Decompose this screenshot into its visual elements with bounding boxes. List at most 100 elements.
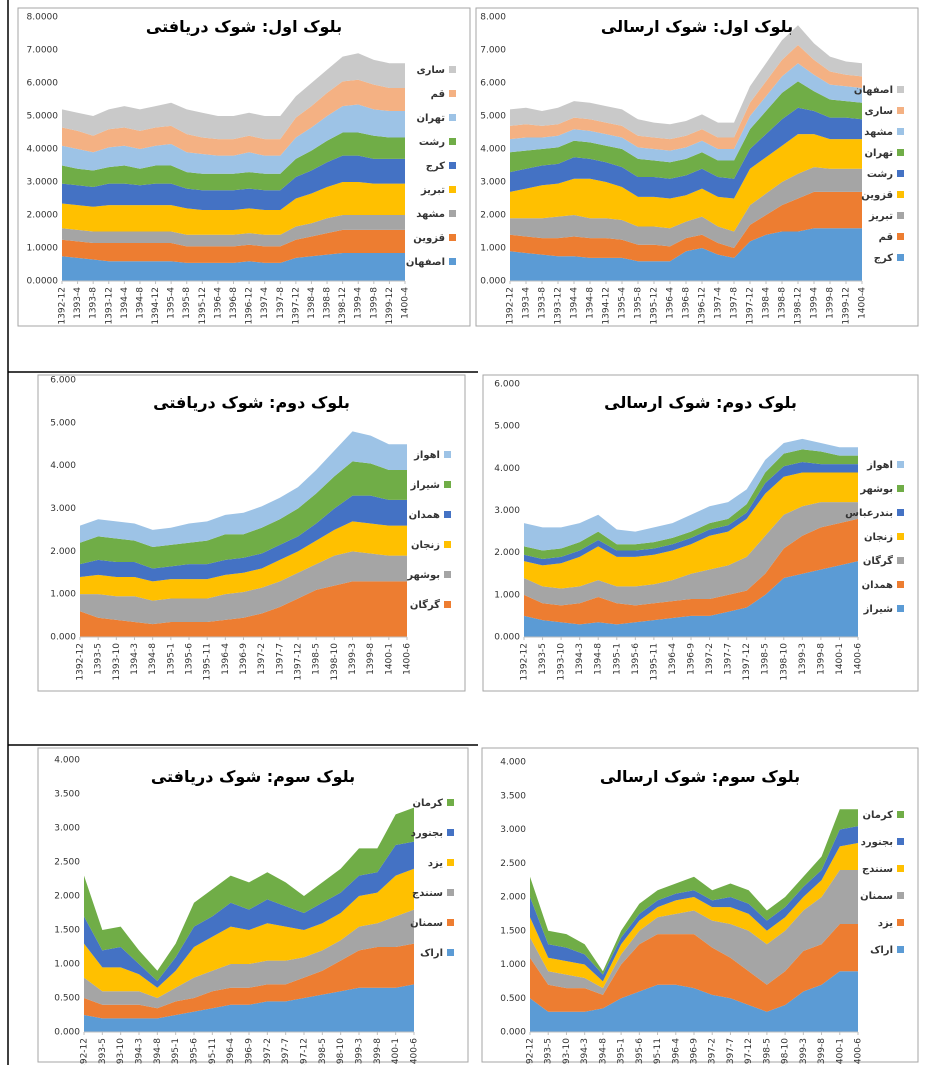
x-tick-label: 1395-6 — [631, 643, 641, 675]
x-tick-label: 1394-8 — [586, 287, 596, 319]
area-series — [62, 252, 405, 281]
area-series — [510, 107, 862, 199]
area-series — [80, 461, 407, 569]
x-tick-label: 1399-8 — [369, 287, 379, 319]
legend-swatch — [897, 149, 904, 156]
legend-label: تهران — [864, 148, 893, 159]
y-tick-label: 6.0000 — [27, 79, 59, 89]
legend-swatch — [897, 485, 904, 492]
y-tick-label: 6.000 — [494, 380, 520, 390]
x-tick-label: 1394-8 — [153, 1038, 163, 1065]
legend-swatch — [897, 811, 904, 818]
area-series — [84, 943, 414, 1019]
y-tick-label: 8.0000 — [27, 13, 59, 23]
area-series — [510, 228, 862, 281]
legend-label: یزد — [428, 858, 443, 869]
legend-swatch — [449, 258, 456, 265]
x-tick-label: 1397-7 — [726, 1038, 736, 1065]
chart-title: بلوک اول: شوک ارسالی — [601, 17, 793, 36]
legend-label: کرج — [426, 161, 445, 172]
y-tick-label: 1.000 — [480, 244, 506, 254]
legend-label: بوشهر — [406, 570, 440, 581]
x-tick-label: 1397-7 — [275, 643, 285, 675]
legend-swatch — [444, 601, 451, 608]
y-tick-label: 6.000 — [480, 79, 506, 89]
legend-swatch — [447, 919, 454, 926]
area-series — [524, 502, 858, 606]
x-tick-label: 1400-1 — [384, 643, 394, 675]
legend-swatch — [449, 114, 456, 121]
x-tick-label: 1394-8 — [148, 643, 158, 675]
y-tick-label: 3.000 — [54, 824, 80, 834]
x-tick-label: 1396-4 — [226, 1038, 236, 1065]
y-tick-label: 1.000 — [50, 590, 76, 600]
x-tick-label: 1400-4 — [401, 287, 411, 319]
chart-panel: 1392-12 1393-5 1393-10 1394-3 1394-8 1395-1 13… — [482, 374, 919, 692]
legend-swatch — [897, 86, 904, 93]
area-series — [524, 472, 858, 589]
x-tick-label: 1395-11 — [653, 1038, 663, 1065]
legend-swatch — [897, 191, 904, 198]
x-tick-label: 1398-5 — [312, 643, 322, 675]
x-tick-label: 1399-8 — [366, 643, 376, 675]
y-tick-label: 3.000 — [480, 178, 506, 188]
legend-swatch — [897, 509, 904, 516]
x-tick-label: 1400-1 — [391, 1038, 401, 1065]
x-tick-label: 1398-5 — [762, 1038, 772, 1065]
chart-panel: 1392-12 1393-5 1393-10 1394-3 1394-8 1395-1 13… — [37, 747, 469, 1065]
x-tick-label: 1400-6 — [410, 1038, 420, 1065]
x-tick-label: 1399-3 — [348, 643, 358, 675]
legend-swatch — [444, 541, 451, 548]
legend-swatch — [449, 234, 456, 241]
legend-swatch — [444, 571, 451, 578]
x-tick-label: 1395-8 — [634, 287, 644, 319]
area-series — [80, 551, 407, 625]
x-tick-label: 1397-2 — [257, 643, 267, 675]
x-tick-label: 1393-4 — [522, 287, 532, 319]
legend-swatch — [897, 170, 904, 177]
x-tick-label: 1395-1 — [171, 1038, 181, 1065]
x-tick-label: 1395-1 — [166, 643, 176, 675]
x-tick-label: 1394-12 — [602, 287, 612, 325]
x-tick-label: 1394-3 — [135, 1038, 145, 1065]
x-tick-label: 1395-8 — [182, 287, 192, 319]
legend-label: یزد — [878, 918, 893, 929]
x-tick-label: 1396-9 — [690, 1038, 700, 1065]
area-series — [62, 155, 405, 211]
x-tick-label: 1394-4 — [570, 287, 580, 319]
y-tick-label: 2.500 — [54, 858, 80, 868]
legend-swatch — [897, 128, 904, 135]
y-tick-label: 3.0000 — [27, 178, 59, 188]
area-series — [510, 81, 862, 179]
legend-label: شیراز — [410, 480, 440, 491]
y-tick-label: 1.0000 — [27, 244, 59, 254]
legend-label: سمنان — [860, 891, 893, 902]
legend-label: رشت — [867, 169, 893, 180]
x-tick-label: 1396-12 — [245, 287, 255, 325]
x-tick-label: 1392-12 — [520, 643, 530, 681]
legend-swatch — [444, 451, 451, 458]
x-tick-label: 1396-9 — [687, 643, 697, 675]
y-tick-label: 8.000 — [480, 13, 506, 23]
y-tick-label: 4.000 — [480, 145, 506, 155]
x-tick-label: 1399-8 — [817, 1038, 827, 1065]
legend-swatch — [449, 210, 456, 217]
x-tick-label: 1397-12 — [742, 643, 752, 681]
legend-label: قزوین — [861, 190, 893, 201]
area-series — [84, 841, 414, 988]
y-tick-label: 0.000 — [54, 1028, 80, 1038]
x-tick-label: 1394-12 — [151, 287, 161, 325]
legend-label: اصفهان — [854, 85, 893, 96]
y-tick-label: 2.000 — [500, 893, 526, 903]
y-tick-label: 4.0000 — [27, 145, 59, 155]
x-tick-label: 1394-8 — [594, 643, 604, 675]
area-series — [510, 25, 862, 140]
area-series — [62, 215, 405, 247]
legend-label: سنندج — [862, 864, 893, 875]
legend-label: مشهد — [864, 127, 893, 138]
x-tick-label: 1396-4 — [671, 1038, 681, 1065]
x-tick-label: 1392-12 — [80, 1038, 90, 1065]
legend-swatch — [897, 581, 904, 588]
x-tick-label: 1396-9 — [245, 1038, 255, 1065]
legend-label: رشت — [419, 137, 445, 148]
